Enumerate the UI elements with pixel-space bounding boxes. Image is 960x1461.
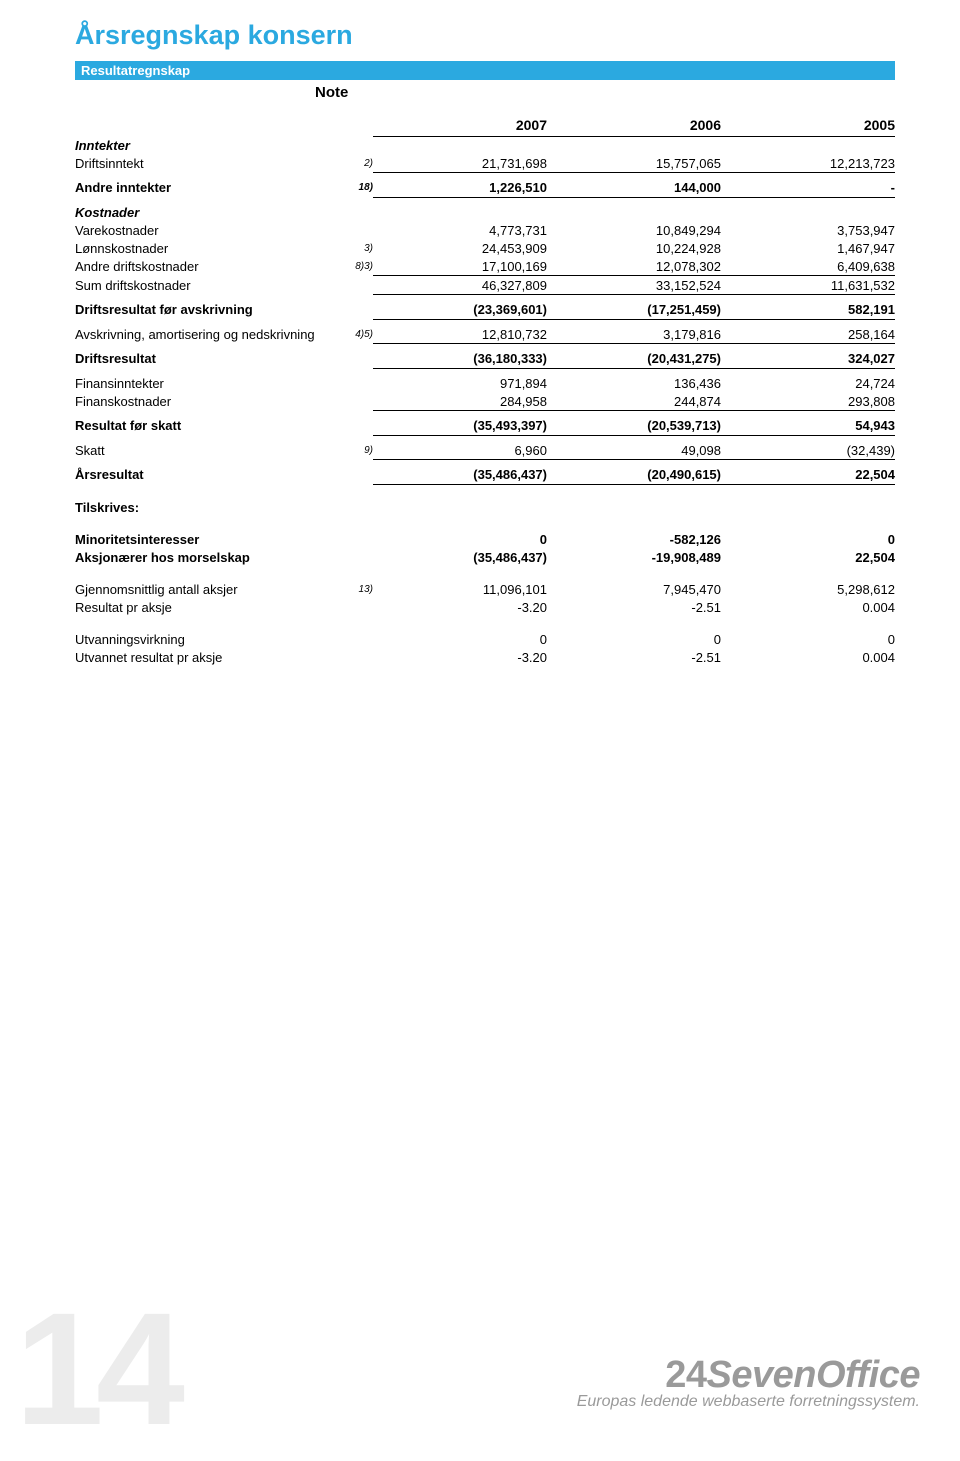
table-row: Utvannet resultat pr aksje -3.20 -2.51 0… <box>75 648 895 666</box>
table-row: Andre inntekter 18) 1,226,510 144,000 - <box>75 179 895 198</box>
section-header: Inntekter <box>75 136 895 154</box>
income-statement-table: 2007 2006 2005 Inntekter Driftsinntekt 2… <box>75 115 895 666</box>
table-row: Driftsresultat før avskrivning (23,369,6… <box>75 301 895 320</box>
table-row: Lønnskostnader 3) 24,453,909 10,224,928 … <box>75 239 895 257</box>
table-row: Driftsresultat (36,180,333) (20,431,275)… <box>75 350 895 369</box>
table-row: Finanskostnader 284,958 244,874 293,808 <box>75 392 895 411</box>
section-header: Tilskrives: <box>75 498 895 516</box>
table-header-row: 2007 2006 2005 <box>75 115 895 136</box>
table-row: Aksjonærer hos morselskap (35,486,437) -… <box>75 548 895 566</box>
year-col-2: 2006 <box>547 115 721 136</box>
table-row: Resultat før skatt (35,493,397) (20,539,… <box>75 417 895 436</box>
brand-tagline: Europas ledende webbaserte forretningssy… <box>577 1393 920 1411</box>
table-row: Driftsinntekt 2) 21,731,698 15,757,065 1… <box>75 154 895 173</box>
table-row: Minoritetsinteresser 0 -582,126 0 <box>75 530 895 548</box>
table-row: Skatt 9) 6,960 49,098 (32,439) <box>75 441 895 460</box>
footer-brand: 24SevenOffice Europas ledende webbaserte… <box>577 1354 920 1411</box>
table-row: Gjennomsnittlig antall aksjer 13) 11,096… <box>75 580 895 598</box>
year-col-1: 2007 <box>373 115 547 136</box>
note-column-header: Note <box>315 84 905 101</box>
table-row: Varekostnader 4,773,731 10,849,294 3,753… <box>75 221 895 239</box>
brand-logo-text: 24SevenOffice <box>577 1354 920 1397</box>
subtitle-bar: Resultatregnskap <box>75 61 895 80</box>
table-row: Utvanningsvirkning 0 0 0 <box>75 630 895 648</box>
table-row: Årsresultat (35,486,437) (20,490,615) 22… <box>75 466 895 485</box>
table-row: Avskrivning, amortisering og nedskrivnin… <box>75 325 895 344</box>
section-header: Kostnader <box>75 203 895 221</box>
year-col-3: 2005 <box>721 115 895 136</box>
page-number: 14 <box>15 1277 177 1461</box>
table-row: Sum driftskostnader 46,327,809 33,152,52… <box>75 276 895 295</box>
page-title: Årsregnskap konsern <box>75 20 905 51</box>
table-row: Andre driftskostnader 8)3) 17,100,169 12… <box>75 257 895 276</box>
table-row: Resultat pr aksje -3.20 -2.51 0.004 <box>75 598 895 616</box>
table-row: Finansinntekter 971,894 136,436 24,724 <box>75 374 895 392</box>
